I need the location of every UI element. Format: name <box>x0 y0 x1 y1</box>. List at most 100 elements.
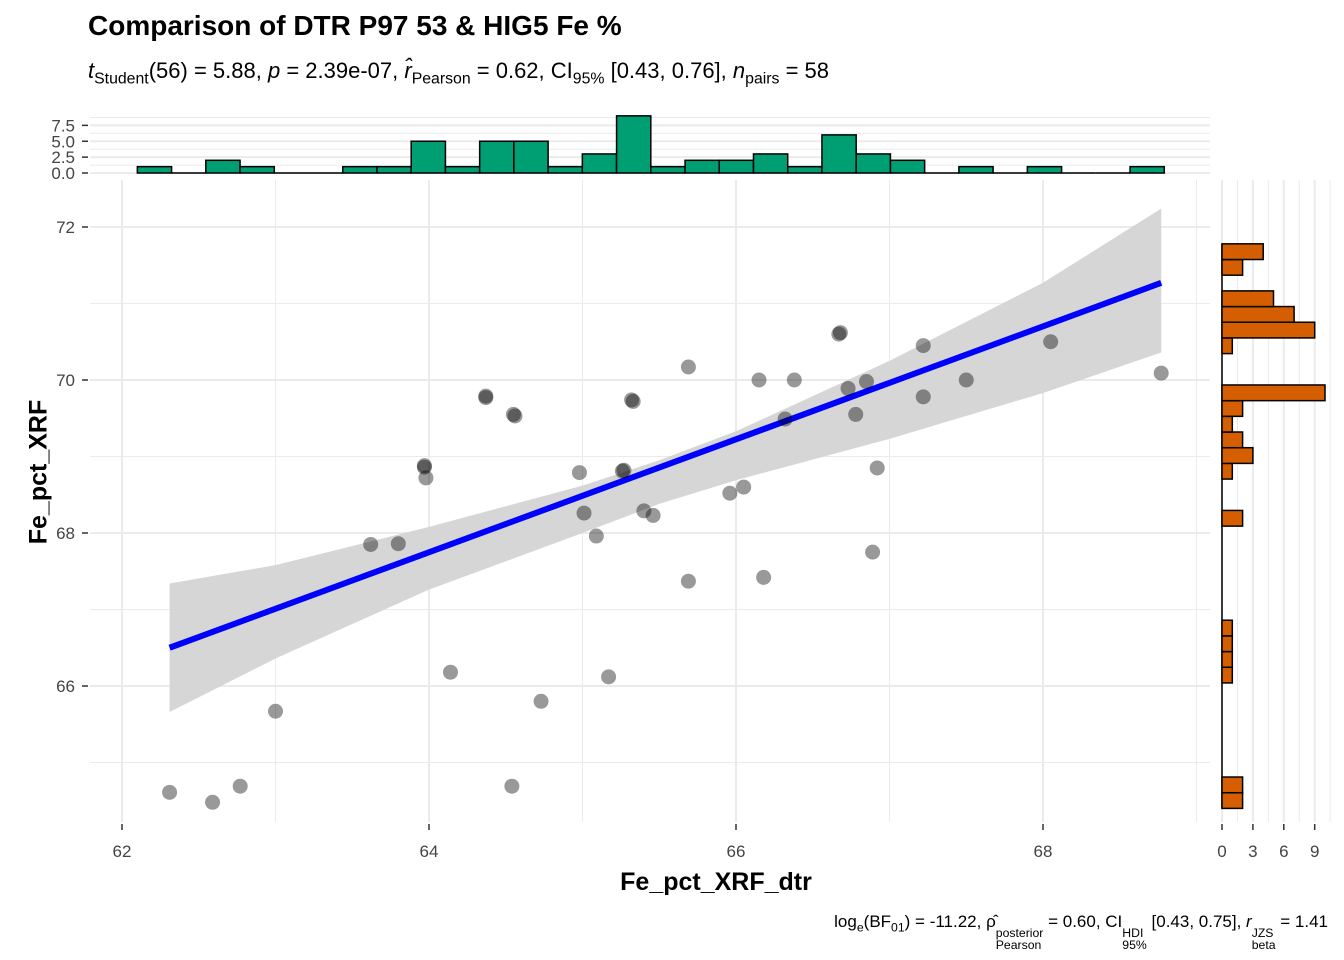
y-hist-bar <box>1221 791 1244 810</box>
rho-superscript: posterior <box>995 926 1044 941</box>
x-hist-bar <box>1026 165 1063 174</box>
x-hist-bar <box>205 159 241 174</box>
data-point <box>576 505 592 521</box>
x-hist-bar <box>410 140 447 174</box>
p-expression: = 2.39e-07, <box>280 58 405 83</box>
x-hist-bar <box>650 165 686 174</box>
data-point <box>858 374 874 390</box>
log-symbol: log <box>834 912 857 931</box>
data-point <box>840 380 856 396</box>
y-hist-bar <box>1221 321 1316 339</box>
data-point <box>831 326 847 342</box>
x-tick-label: 64 <box>420 842 439 861</box>
x-tick-label: 62 <box>113 842 132 861</box>
rho-symbol: ρ̂ <box>986 912 996 931</box>
y-hist-bar <box>1221 305 1295 323</box>
top-hist-tick-label: 0.0 <box>51 164 75 183</box>
data-point <box>777 411 793 427</box>
hdi-superscript: HDI <box>1122 926 1144 941</box>
rho-expression: = 0.60, CI <box>1043 912 1123 931</box>
data-point <box>601 669 617 685</box>
x-hist-bar <box>786 165 823 174</box>
t-expression: (56) = 5.88, <box>148 58 268 83</box>
y-hist-bar <box>1221 337 1234 355</box>
y-tick-label: 70 <box>56 371 75 390</box>
ci-subscript: 95% <box>572 70 605 88</box>
x-hist-bar <box>581 153 618 174</box>
x-hist-bar <box>889 159 926 174</box>
x-hist-bar <box>376 165 412 174</box>
x-hist-bar <box>752 153 789 174</box>
data-point <box>756 569 772 585</box>
r-subscript: Pearson <box>411 70 471 88</box>
data-point <box>915 338 931 354</box>
top-hist-tick-label: 2.5 <box>51 148 75 167</box>
data-point <box>478 388 494 404</box>
y-hist-bar <box>1221 462 1234 480</box>
x-hist-bar <box>513 140 549 174</box>
x-hist-bar <box>821 134 857 174</box>
data-point <box>636 503 652 519</box>
data-point <box>416 458 432 474</box>
data-point <box>869 460 885 476</box>
r-beta-subscript: beta <box>1251 938 1276 953</box>
top-hist-tick-label: 5.0 <box>51 132 75 151</box>
data-point <box>625 393 641 409</box>
data-point <box>786 372 802 388</box>
x-hist-bar <box>239 165 276 174</box>
data-point <box>588 528 604 544</box>
n-symbol: n <box>732 58 746 83</box>
data-point <box>722 485 738 501</box>
x-hist-bar <box>341 165 378 174</box>
confidence-band <box>169 208 1162 712</box>
data-point <box>751 372 767 388</box>
rho-subscript: Pearson <box>995 938 1042 953</box>
chart-subtitle: tStudent(56) = 5.88, p = 2.39e-07, r̂Pea… <box>88 58 829 89</box>
data-point <box>736 479 752 495</box>
x-hist-bar <box>718 159 755 174</box>
data-point <box>533 693 549 709</box>
r-beta-symbol: r <box>1246 912 1252 931</box>
data-point <box>645 507 661 523</box>
data-point <box>1043 334 1059 350</box>
data-point <box>418 470 434 486</box>
x-tick-label: 66 <box>727 842 746 861</box>
r-symbol: r̂ <box>404 58 412 83</box>
data-point <box>614 463 630 479</box>
data-point <box>478 390 494 406</box>
y-hist-bar <box>1221 666 1234 684</box>
hdi-expression: [0.43, 0.75], <box>1146 912 1247 931</box>
data-point <box>571 465 587 481</box>
y-hist-bar <box>1221 650 1234 669</box>
x-hist-bar <box>855 153 892 174</box>
data-point <box>848 406 864 422</box>
y-hist-bar <box>1221 384 1326 402</box>
y-tick-label: 66 <box>56 677 75 696</box>
y-hist-bar <box>1221 509 1244 527</box>
data-point <box>958 372 974 388</box>
r-beta-scripts: JZS beta <box>1251 926 1276 953</box>
r-beta-superscript: JZS <box>1251 926 1274 941</box>
data-point <box>1153 365 1169 381</box>
data-point <box>507 408 523 424</box>
chart-title: Comparison of DTR P97 53 & HIG5 Fe % <box>88 10 622 41</box>
data-point <box>680 573 696 589</box>
bf-open: (BF <box>863 912 892 931</box>
data-point <box>504 778 520 794</box>
y-tick-label: 68 <box>56 524 75 543</box>
y-axis-label: Fe_pct_XRF <box>24 399 53 545</box>
y-hist-bar <box>1221 290 1275 308</box>
n-expression: = 58 <box>779 58 830 83</box>
x-hist-bar <box>1129 165 1166 174</box>
right-hist-tick-label: 6 <box>1279 842 1288 861</box>
x-hist-bar <box>444 165 481 174</box>
data-point <box>505 406 521 422</box>
data-point <box>162 784 178 800</box>
bf-subscript: 01 <box>891 920 905 935</box>
y-hist-bar <box>1221 399 1244 418</box>
y-hist-bar <box>1221 619 1234 637</box>
rho-scripts: posterior Pearson <box>995 926 1044 953</box>
right-hist-tick-label: 3 <box>1248 842 1257 861</box>
data-point <box>390 536 406 552</box>
